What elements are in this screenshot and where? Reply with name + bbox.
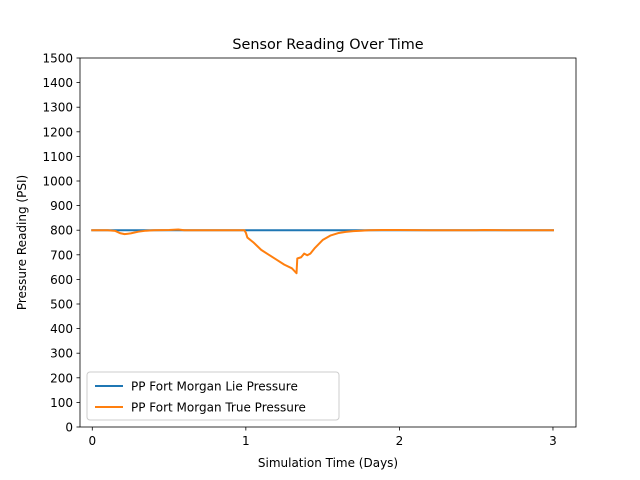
y-tick-label: 400 [50, 322, 73, 336]
y-tick-label: 800 [50, 224, 73, 238]
y-tick-label: 300 [50, 347, 73, 361]
y-tick-label: 1100 [42, 150, 73, 164]
x-axis-label: Simulation Time (Days) [258, 456, 398, 470]
y-tick-label: 1500 [42, 52, 73, 66]
series-line-1 [91, 228, 554, 275]
x-tick-label: 1 [242, 434, 250, 448]
chart-title: Sensor Reading Over Time [232, 37, 423, 53]
y-tick-label: 1200 [42, 125, 73, 139]
x-tick-label: 3 [549, 434, 557, 448]
legend: PP Fort Morgan Lie Pressure PP Fort Morga… [86, 371, 340, 421]
plot-frame [79, 57, 577, 428]
y-axis: 0 100 200 300 400 500 600 700 800 900 1000 1100 1200… [42, 52, 80, 435]
y-tick-label: 200 [50, 371, 73, 385]
y-tick-label: 500 [50, 298, 73, 312]
y-tick-label: 700 [50, 248, 73, 262]
legend-box [86, 371, 340, 421]
legend-label: PP Fort Morgan True Pressure [131, 401, 306, 415]
y-tick-label: 1400 [42, 76, 73, 90]
plot-area [91, 228, 554, 275]
x-tick-label: 2 [396, 434, 404, 448]
y-tick-label: 100 [50, 396, 73, 410]
y-tick-label: 1000 [42, 175, 73, 189]
y-tick-label: 600 [50, 273, 73, 287]
y-tick-label: 0 [65, 421, 73, 435]
y-axis-label: Pressure Reading (PSI) [15, 175, 29, 310]
y-tick-label: 900 [50, 199, 73, 213]
x-axis: 0 1 2 3 [88, 427, 557, 448]
x-tick-label: 0 [88, 434, 96, 448]
y-tick-label: 1300 [42, 101, 73, 115]
legend-label: PP Fort Morgan Lie Pressure [131, 380, 298, 394]
